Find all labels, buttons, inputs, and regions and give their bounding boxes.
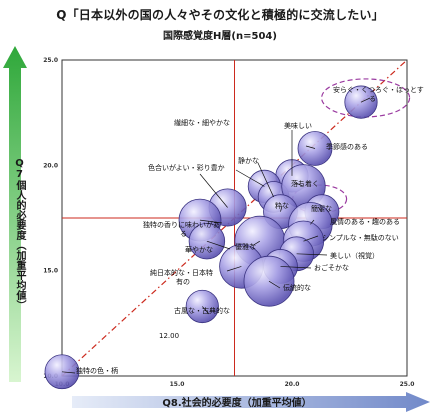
leader-line <box>226 266 242 272</box>
data-label: 優雅な <box>235 242 256 251</box>
data-label: 独特の色・柄 <box>76 366 118 375</box>
leader-line <box>206 240 231 250</box>
y-axis-label: Q7個人的必要度（加重平均値） <box>14 158 25 310</box>
y-axis-arrow <box>3 46 27 382</box>
data-label: 簡潔な <box>311 204 332 213</box>
data-label: 風情のある・趣のある <box>330 217 400 226</box>
data-label: 落ち着く <box>291 179 319 188</box>
leader-line <box>317 206 323 212</box>
leader-line <box>305 145 316 149</box>
leader-line <box>268 280 281 289</box>
data-label: 色合いがよい・彩り豊か <box>148 163 225 172</box>
data-label: 純日本的な・日本特 <box>150 268 213 277</box>
leader-line <box>360 97 371 103</box>
data-label: 安らぐ・くつろぐ・ほっとす <box>333 85 424 94</box>
leader-line <box>310 219 315 225</box>
x-axis-label: Q8.社会的必要度（加重平均値） <box>162 398 312 409</box>
leader-line <box>280 266 312 269</box>
annotation-text: 12.00 <box>159 332 179 340</box>
leader-line <box>199 173 228 208</box>
y-tick-label: 15.0 <box>43 268 58 275</box>
data-label: 美しい（視覚） <box>330 251 379 260</box>
data-label: 美味しい <box>284 121 312 130</box>
data-label: 独特の香りに味わいがあ <box>143 220 220 229</box>
data-label: シンプルな・無駄のない <box>322 233 399 242</box>
leader-line <box>296 253 328 256</box>
chart-title: Q「日本以外の国の人々やその文化と積極的に交流したい」 <box>56 8 384 22</box>
y-tick-label: 25.0 <box>43 57 58 64</box>
y-tick-label: 20.0 <box>43 162 58 169</box>
leader-line <box>257 162 274 198</box>
leader-line <box>303 235 319 242</box>
data-label: おごそかな <box>314 263 349 272</box>
leader-line <box>61 371 76 374</box>
data-label: 静かな <box>238 156 259 165</box>
leader-line <box>280 205 283 212</box>
data-label: る <box>369 95 376 103</box>
leader-line <box>295 182 304 187</box>
data-label: 古風な・古典的な <box>174 306 230 315</box>
data-label: 粋な <box>275 201 289 210</box>
data-label: 有の <box>176 277 190 286</box>
x-tick-label: 25.0 <box>400 381 415 388</box>
x-tick-label: 15.0 <box>170 381 185 388</box>
leader-line <box>202 306 210 315</box>
data-label: る <box>180 230 187 238</box>
leader-line <box>235 169 265 187</box>
data-label: 伝統的な <box>283 283 311 292</box>
leader-line <box>199 219 223 224</box>
chart-subtitle: 国際感覚度H層(n=504) <box>163 31 277 42</box>
x-axis-arrow <box>72 392 430 412</box>
leader-line <box>251 240 260 247</box>
x-tick-label: 20.0 <box>285 381 300 388</box>
data-label: 繊細な・細やかな <box>174 118 230 127</box>
data-label: 季節感のある <box>326 142 368 151</box>
data-label: 華やかな <box>185 245 213 254</box>
